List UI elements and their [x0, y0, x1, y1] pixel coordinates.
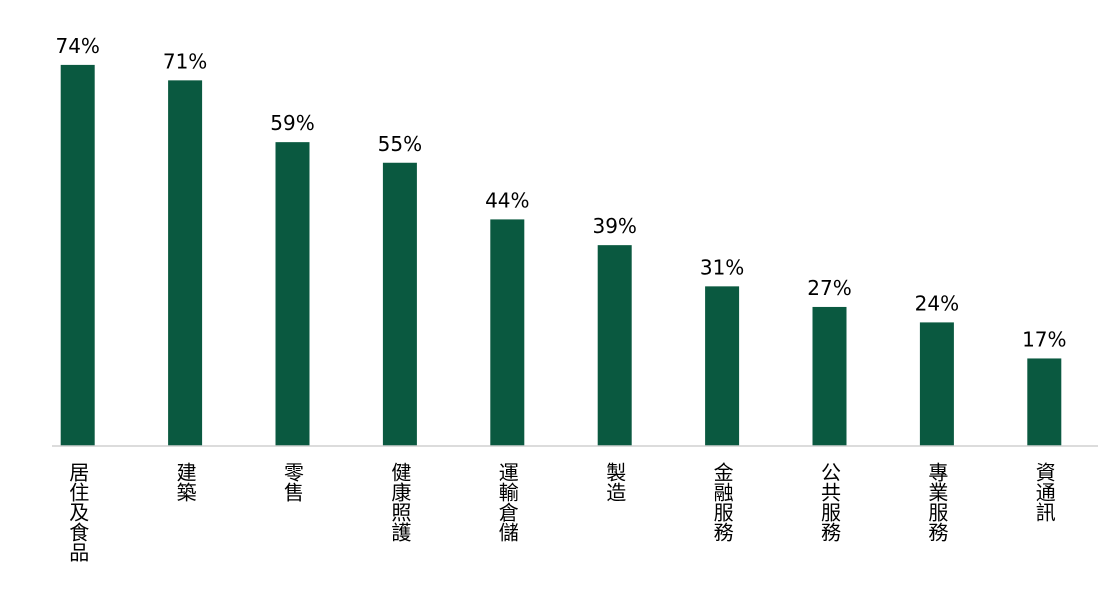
- value-label: 44%: [485, 188, 529, 212]
- bar: [1027, 358, 1062, 446]
- x-tick-label: 資通訊: [1032, 462, 1056, 522]
- x-tick-label: 健康照護: [388, 462, 412, 542]
- value-label: 59%: [270, 111, 314, 135]
- x-tick-label: 製造: [603, 462, 627, 502]
- value-label: 55%: [378, 132, 422, 156]
- bar: [490, 219, 525, 446]
- bar: [919, 322, 954, 446]
- value-label: 39%: [592, 214, 636, 238]
- x-tick-label: 金融服務: [710, 462, 734, 542]
- value-label: 71%: [163, 49, 207, 73]
- bar: [275, 142, 310, 446]
- value-label: 24%: [915, 291, 959, 315]
- bar: [597, 245, 632, 446]
- bar: [60, 64, 95, 447]
- bar: [168, 80, 203, 446]
- value-label: 31%: [700, 255, 744, 279]
- x-tick-label: 建築: [173, 462, 197, 502]
- x-tick-label: 運輸倉儲: [495, 462, 519, 542]
- value-label: 17%: [1022, 327, 1066, 351]
- bar: [812, 306, 847, 446]
- x-tick-label: 居住及食品: [66, 462, 90, 562]
- value-label: 74%: [55, 34, 99, 58]
- x-tick-label: 專業服務: [925, 462, 949, 542]
- bar: [382, 162, 417, 446]
- x-tick-label: 零售: [281, 462, 305, 502]
- value-label: 27%: [807, 276, 851, 300]
- x-tick-label: 公共服務: [818, 462, 842, 542]
- bar: [705, 286, 740, 446]
